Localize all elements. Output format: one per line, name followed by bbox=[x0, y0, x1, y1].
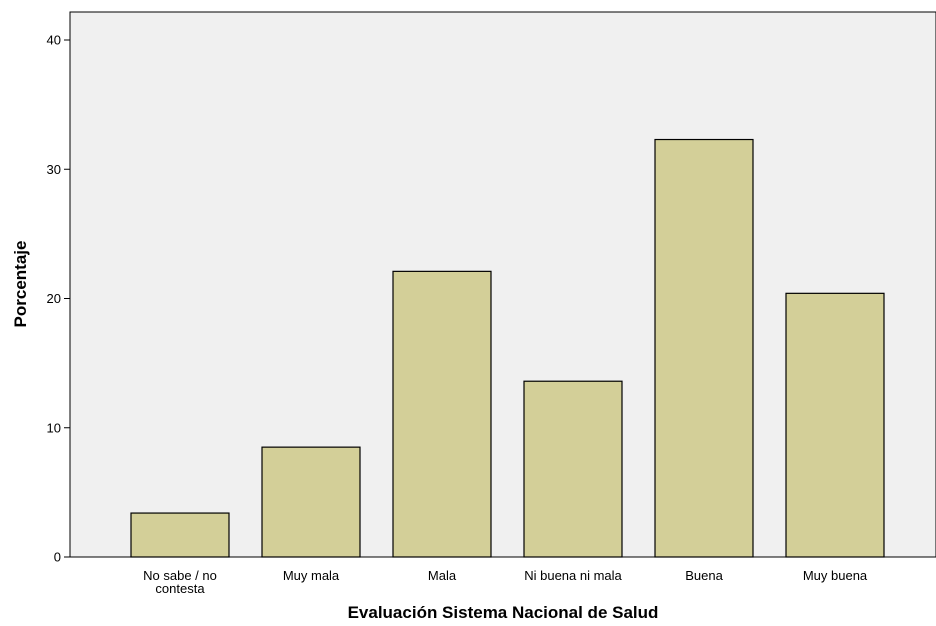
y-tick-label: 0 bbox=[54, 550, 61, 565]
bar bbox=[261, 446, 361, 558]
bar bbox=[654, 138, 754, 558]
y-tick-label: 40 bbox=[47, 33, 61, 48]
y-axis-title: Porcentaje bbox=[11, 241, 30, 328]
x-axis-labels: No sabe / no contesta Muy mala Mala Ni buena… bbox=[143, 568, 868, 596]
x-category-label: Mala bbox=[428, 568, 457, 583]
x-category-label: Muy buena bbox=[803, 568, 868, 583]
x-category-label: Buena bbox=[685, 568, 723, 583]
y-axis: 0 10 20 30 40 bbox=[47, 33, 70, 565]
x-category-label: Ni buena ni mala bbox=[524, 568, 622, 583]
bar bbox=[523, 380, 623, 558]
bars-group bbox=[130, 138, 885, 558]
y-tick-label: 10 bbox=[47, 420, 61, 435]
y-tick-label: 20 bbox=[47, 291, 61, 306]
x-category-label: No sabe / no contesta bbox=[143, 568, 217, 596]
bar bbox=[392, 270, 492, 558]
x-axis-title: Evaluación Sistema Nacional de Salud bbox=[348, 603, 659, 622]
bar bbox=[785, 292, 885, 558]
bar bbox=[130, 512, 230, 558]
y-tick-label: 30 bbox=[47, 162, 61, 177]
x-category-label: Muy mala bbox=[283, 568, 340, 583]
